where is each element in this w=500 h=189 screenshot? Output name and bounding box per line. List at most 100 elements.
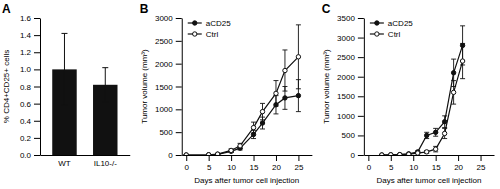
panel: 0.00.20.40.60.81.01.21.41.6% CD4+CD25+ c… [2, 2, 130, 168]
tick: 20 [272, 155, 281, 172]
y-label: Tumor volume (mm³) [140, 49, 149, 124]
tick-label: 1000 [155, 105, 173, 114]
tick-mark [254, 155, 255, 161]
tick-label: 500 [342, 131, 356, 140]
plot-area [184, 25, 301, 155]
tick: 1.2 [20, 48, 40, 57]
tick-label: 0.4 [20, 117, 32, 126]
point [215, 152, 219, 155]
error-bar [296, 25, 301, 89]
tick: 0 [350, 151, 363, 160]
tick-label: 25 [294, 163, 303, 172]
tick: 15 [250, 155, 259, 172]
legend-label: Ctrl [388, 30, 401, 39]
tick-mark [34, 69, 40, 70]
legend-label: Ctrl [206, 30, 219, 39]
tick-mark [358, 96, 364, 97]
axis-line [41, 155, 131, 156]
legend-label: aCD25 [206, 19, 231, 28]
point [296, 93, 300, 97]
point [260, 121, 264, 125]
tick-mark [176, 64, 182, 65]
tick: 5 [389, 155, 394, 172]
tick: 1500 [155, 83, 182, 92]
point [274, 91, 278, 95]
tick-mark [358, 155, 364, 156]
line [186, 96, 298, 155]
tick-mark [481, 155, 482, 161]
y-label: Tumor volume (mm³) [322, 49, 331, 124]
tick-mark [34, 87, 40, 88]
legend-label: aCD25 [388, 19, 413, 28]
panel: 050010001500200025003000Tumor volume (mm… [140, 2, 313, 185]
line [382, 61, 463, 155]
error-bar [442, 128, 447, 138]
point [296, 55, 300, 59]
point [424, 150, 428, 154]
tick-mark [34, 121, 40, 122]
tick: 500 [159, 128, 181, 137]
tick-label: 10 [409, 163, 418, 172]
tick-label: 0 [350, 151, 355, 160]
point [398, 152, 402, 155]
axis-line [182, 19, 183, 156]
error-bar [451, 81, 456, 104]
tick: 25 [294, 155, 303, 172]
tick-label: 15 [432, 163, 441, 172]
tick: 25 [477, 155, 486, 172]
tick-label: 20 [272, 163, 281, 172]
point [407, 152, 411, 155]
tick-mark [276, 155, 277, 161]
tick-label: 1500 [155, 83, 173, 92]
tick-mark [358, 116, 364, 117]
tick-label: 1500 [337, 92, 355, 101]
tick: 0.0 [20, 151, 40, 160]
point [389, 153, 393, 155]
point [451, 71, 455, 75]
plot-area [52, 33, 117, 155]
tick-mark [358, 18, 364, 19]
tick-label: 1.0 [20, 65, 32, 74]
tick: 2000 [337, 73, 364, 82]
error-bar [273, 81, 278, 107]
x-label: Days after tumor cell injection [194, 176, 299, 185]
tick-label: 1000 [337, 112, 355, 121]
tick: 0.8 [20, 83, 40, 92]
tick-mark [358, 57, 364, 58]
point [416, 151, 420, 155]
legend-marker [375, 32, 379, 36]
tick: 10 [409, 155, 418, 172]
point [407, 152, 411, 155]
tick-label: 0.6 [20, 100, 32, 109]
tick-label: 2500 [155, 37, 173, 46]
tick: WT [58, 159, 71, 168]
tick-label: IL10-/- [94, 159, 117, 168]
panel: 0500100015002000250030003500Tumor volume… [322, 2, 495, 185]
legend: aCD25 Ctrl [370, 19, 413, 39]
y-axis: 050010001500200025003000 [155, 14, 182, 160]
tick: 1000 [337, 112, 364, 121]
tick: IL10-/- [94, 159, 117, 168]
tick-mark [358, 77, 364, 78]
tick-mark [34, 52, 40, 53]
tick-label: 1.4 [20, 31, 32, 40]
tick: 2500 [337, 53, 364, 62]
tick: 1.6 [20, 14, 40, 23]
legend-item: Ctrl [188, 30, 219, 39]
tick: 0 [185, 155, 190, 172]
error-bar [282, 50, 287, 91]
axis-line [364, 155, 494, 156]
tick: 1.0 [20, 65, 40, 74]
tick-mark [34, 35, 40, 36]
line [382, 45, 463, 155]
point [229, 148, 233, 152]
tick: 1.4 [20, 31, 40, 40]
tick: 0 [367, 155, 372, 172]
x-label: Days after tumor cell injection [376, 176, 481, 185]
tick-label: 3000 [337, 34, 355, 43]
y-label: % CD4+CD25+ cells [2, 50, 11, 123]
tick-mark [298, 155, 299, 161]
tick-mark [458, 155, 459, 161]
tick-label: 0.8 [20, 83, 32, 92]
point [206, 153, 210, 155]
